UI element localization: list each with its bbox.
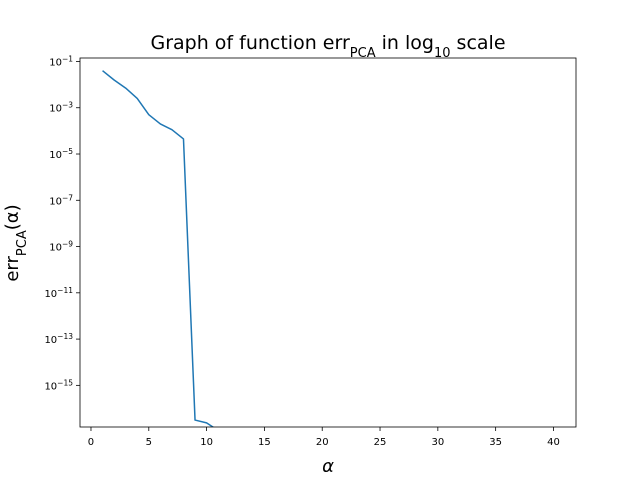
y-tick-label: 10−5: [49, 147, 73, 162]
y-tick-base: 10: [44, 289, 57, 300]
y-tick-exponent: −11: [57, 285, 73, 294]
x-tick-label: 40: [547, 437, 560, 448]
x-tick-label: 15: [258, 437, 271, 448]
y-tick-exponent: −3: [62, 100, 73, 109]
y-tick-exponent: −1: [62, 54, 73, 63]
y-tick-base: 10: [49, 104, 62, 115]
y-tick-label: 10−7: [49, 193, 73, 208]
chart-title-subscript-2: 10: [434, 46, 451, 61]
y-tick-label: 10−9: [49, 239, 73, 254]
x-axis: 0 5 10 15 20 25 30 35 40: [88, 427, 560, 448]
y-tick-label: 10−3: [49, 100, 73, 115]
x-tick-label: 35: [489, 437, 502, 448]
chart-title-middle: in log: [376, 32, 434, 54]
x-tick-label: 20: [316, 437, 329, 448]
y-tick-exponent: −7: [62, 193, 73, 202]
y-tick-exponent: −5: [62, 147, 73, 156]
y-tick-base: 10: [44, 381, 57, 392]
y-tick-base: 10: [49, 150, 62, 161]
series-line: [102, 70, 215, 427]
y-tick-label: 10−13: [44, 332, 73, 347]
x-tick-label: 5: [146, 437, 152, 448]
chart-title-prefix: Graph of function err: [150, 32, 349, 54]
y-tick-base: 10: [49, 57, 62, 68]
y-tick-label: 10−1: [49, 54, 73, 69]
y-tick-base: 10: [49, 243, 62, 254]
plot-frame: [79, 57, 577, 428]
y-tick-base: 10: [49, 196, 62, 207]
chart-title-suffix: scale: [451, 32, 506, 54]
chart-title: Graph of function errPCA in log10 scale: [150, 32, 505, 61]
y-tick-label: 10−11: [44, 285, 73, 300]
data-layer: [102, 70, 215, 427]
x-tick-label: 25: [374, 437, 387, 448]
y-tick-label: 10−15: [44, 378, 73, 393]
x-tick-label: 0: [88, 437, 94, 448]
y-axis-label: errPCA(α): [2, 204, 30, 281]
y-tick-base: 10: [44, 335, 57, 346]
x-tick-label: 30: [431, 437, 444, 448]
y-axis-label-prefix: err: [2, 255, 23, 281]
chart-title-subscript: PCA: [350, 46, 376, 61]
y-tick-exponent: −9: [62, 239, 73, 248]
y-axis-label-subscript: PCA: [15, 230, 30, 256]
x-tick-label: 10: [200, 437, 213, 448]
y-axis-label-suffix: (α): [2, 204, 23, 230]
y-tick-exponent: −13: [57, 332, 73, 341]
y-tick-exponent: −15: [57, 378, 73, 387]
x-axis-label: α: [322, 456, 334, 477]
